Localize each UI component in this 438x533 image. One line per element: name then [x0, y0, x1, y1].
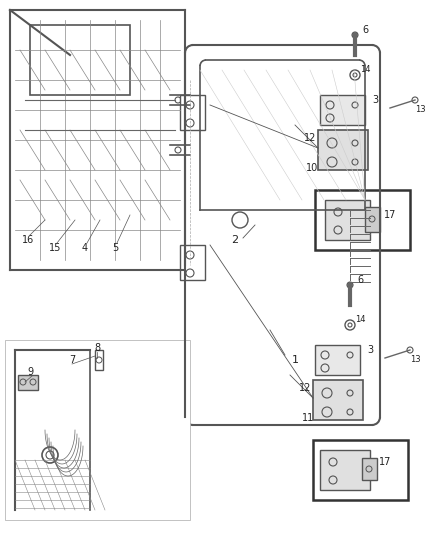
Text: 17: 17: [379, 457, 391, 467]
Bar: [313, 380, 363, 420]
Bar: [325, 200, 370, 240]
Bar: [30, 25, 130, 95]
Text: 14: 14: [360, 66, 370, 75]
Bar: [95, 350, 103, 370]
Text: 14: 14: [355, 316, 365, 325]
Bar: [18, 375, 38, 390]
Text: 12: 12: [304, 133, 316, 143]
Text: 8: 8: [94, 343, 100, 353]
Text: 2: 2: [231, 235, 239, 245]
Text: 6: 6: [357, 275, 363, 285]
Text: 13: 13: [410, 356, 420, 365]
Bar: [362, 458, 377, 480]
Circle shape: [352, 32, 358, 38]
Text: 7: 7: [69, 355, 75, 365]
Text: 5: 5: [112, 243, 118, 253]
Text: 15: 15: [49, 243, 61, 253]
Text: 11: 11: [302, 413, 314, 423]
Text: 3: 3: [367, 345, 373, 355]
Bar: [315, 345, 360, 375]
Bar: [315, 190, 410, 250]
Bar: [180, 245, 205, 280]
Bar: [180, 95, 205, 130]
Bar: [318, 130, 368, 170]
Bar: [320, 95, 365, 125]
Text: 4: 4: [82, 243, 88, 253]
Text: 16: 16: [22, 235, 34, 245]
Bar: [320, 450, 370, 490]
Text: 9: 9: [27, 367, 33, 377]
Text: 17: 17: [384, 210, 396, 220]
Circle shape: [347, 282, 353, 288]
Text: 10: 10: [306, 163, 318, 173]
Text: 6: 6: [362, 25, 368, 35]
Text: 3: 3: [372, 95, 378, 105]
Text: 1: 1: [292, 355, 299, 365]
Bar: [313, 440, 408, 500]
Bar: [365, 207, 380, 232]
Bar: [5, 340, 190, 520]
Text: 13: 13: [415, 106, 425, 115]
Text: 12: 12: [299, 383, 311, 393]
